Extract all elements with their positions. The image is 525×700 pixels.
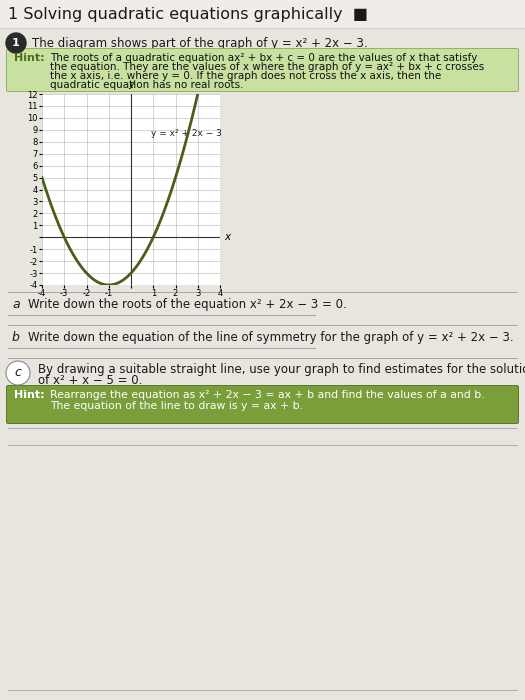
Circle shape — [6, 33, 26, 53]
Text: y = x² + 2x − 3: y = x² + 2x − 3 — [151, 129, 222, 138]
Text: 1: 1 — [12, 38, 20, 48]
Text: Write down the roots of the equation x² + 2x − 3 = 0.: Write down the roots of the equation x² … — [28, 298, 346, 311]
Text: By drawing a suitable straight line, use your graph to find estimates for the so: By drawing a suitable straight line, use… — [38, 363, 525, 376]
Text: c: c — [15, 367, 22, 379]
FancyBboxPatch shape — [6, 48, 519, 92]
Text: Rearrange the equation as x² + 2x − 3 = ax + b and find the values of a and b.: Rearrange the equation as x² + 2x − 3 = … — [50, 390, 485, 400]
Text: 1 Solving quadratic equations graphically  ■: 1 Solving quadratic equations graphicall… — [8, 6, 368, 22]
Text: The roots of a quadratic equation ax² + bx + c = 0 are the values of x that sati: The roots of a quadratic equation ax² + … — [50, 53, 477, 63]
Text: The diagram shows part of the graph of y = x² + 2x − 3.: The diagram shows part of the graph of y… — [32, 36, 368, 50]
Text: the x axis, i.e. where y = 0. If the graph does not cross the x axis, then the: the x axis, i.e. where y = 0. If the gra… — [50, 71, 441, 81]
Text: b: b — [12, 331, 20, 344]
Text: quadratic equation has no real roots.: quadratic equation has no real roots. — [50, 80, 244, 90]
Text: Hint:: Hint: — [14, 390, 45, 400]
Circle shape — [6, 361, 30, 385]
Bar — [42, 94, 220, 285]
Text: The equation of the line to draw is y = ax + b.: The equation of the line to draw is y = … — [50, 401, 303, 411]
Text: y: y — [128, 80, 134, 90]
Text: a: a — [12, 298, 19, 311]
Text: Write down the equation of the line of symmetry for the graph of y = x² + 2x − 3: Write down the equation of the line of s… — [28, 331, 513, 344]
Text: the equation. They are the values of x where the graph of y = ax² + bx + c cross: the equation. They are the values of x w… — [50, 62, 484, 72]
Bar — [0, 0, 525, 28]
Text: of x² + x − 5 = 0.: of x² + x − 5 = 0. — [38, 374, 142, 387]
Text: Hint:: Hint: — [14, 53, 45, 63]
Text: x: x — [225, 232, 231, 242]
FancyBboxPatch shape — [6, 386, 519, 424]
